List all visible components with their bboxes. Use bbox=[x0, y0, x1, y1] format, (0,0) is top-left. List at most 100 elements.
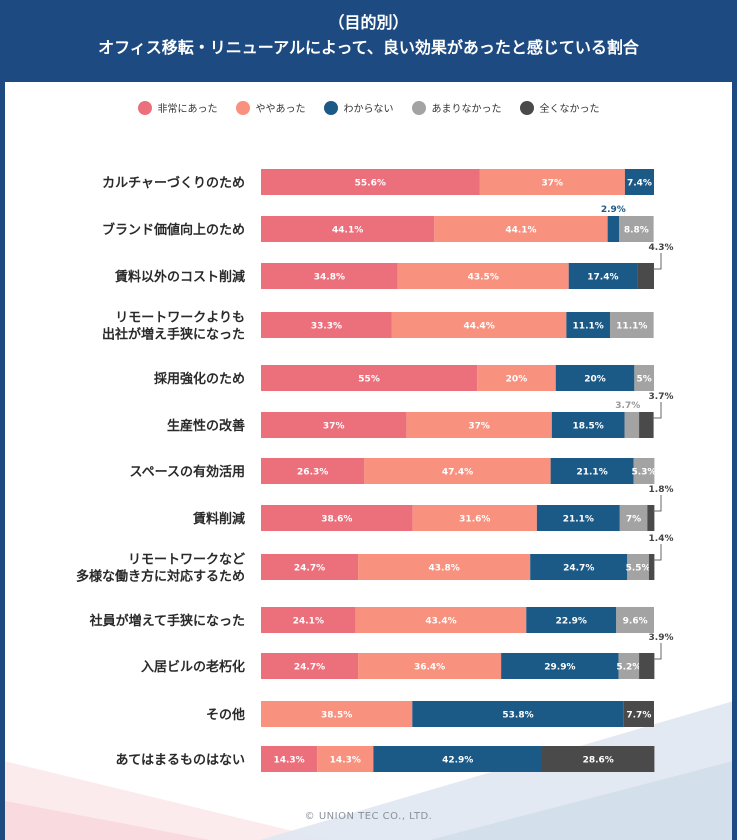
data-label: 22.9% bbox=[556, 617, 587, 627]
bar-segment bbox=[566, 312, 610, 338]
bar-segment bbox=[541, 746, 655, 772]
data-label: 1.4% bbox=[649, 534, 674, 544]
legend-item-not-much: あまりなかった bbox=[411, 100, 502, 115]
bar-segment bbox=[551, 412, 625, 438]
legend-item-very: 非常にあった bbox=[137, 100, 218, 115]
copyright-footer: © UNION TEC CO., LTD. bbox=[304, 811, 433, 822]
data-label: 14.3% bbox=[273, 756, 304, 766]
bar-segment bbox=[391, 312, 567, 338]
category-label: 入居ビルの老朽化 bbox=[141, 659, 245, 675]
data-label: 34.8% bbox=[314, 273, 345, 283]
legend-label: 全くなかった bbox=[539, 104, 600, 115]
bar-segment bbox=[477, 365, 556, 391]
data-label: 21.1% bbox=[563, 515, 594, 525]
data-label: 20% bbox=[506, 375, 528, 385]
data-label: 5.2% bbox=[616, 663, 641, 673]
leader-line bbox=[653, 253, 662, 270]
legend-label: 非常にあった bbox=[157, 104, 218, 115]
bar-segment bbox=[358, 554, 531, 580]
leader-line bbox=[652, 402, 662, 419]
category-label: カルチャーづくりのため bbox=[102, 175, 245, 191]
data-label: 3.7% bbox=[615, 401, 640, 411]
data-label: 1.8% bbox=[649, 485, 674, 495]
category-label: リモートワークよりも bbox=[115, 311, 245, 326]
data-label: 47.4% bbox=[442, 468, 473, 478]
bar-segment bbox=[412, 701, 624, 727]
bar-segment bbox=[261, 169, 480, 195]
bar-segment bbox=[261, 554, 359, 580]
chart-title-line1: （目的別） bbox=[328, 13, 409, 32]
data-label: 31.6% bbox=[459, 515, 490, 525]
bar-segment bbox=[261, 412, 407, 438]
bar-segment bbox=[317, 746, 374, 772]
data-label: 38.6% bbox=[321, 515, 352, 525]
data-label: 9.6% bbox=[623, 617, 648, 627]
data-label: 55.6% bbox=[355, 179, 386, 189]
bar-segment bbox=[397, 263, 569, 289]
bar-segment bbox=[637, 263, 654, 289]
category-label: スペースの有効活用 bbox=[130, 464, 245, 480]
bar-segment bbox=[355, 607, 527, 633]
frame-right-border bbox=[732, 0, 737, 840]
bar-segment bbox=[412, 505, 537, 531]
bar-segment bbox=[639, 653, 655, 679]
bar-segment bbox=[555, 365, 635, 391]
legend-label: ややあった bbox=[255, 104, 306, 115]
leader-line bbox=[653, 495, 662, 512]
data-label: 3.7% bbox=[649, 392, 674, 402]
chart-title-line2: オフィス移転・リニューアルによって、良い効果があったと感じている割合 bbox=[98, 38, 639, 57]
data-label: 4.3% bbox=[649, 243, 674, 253]
bar-segment bbox=[624, 169, 654, 195]
bar-segment bbox=[619, 505, 648, 531]
bar-segment bbox=[261, 458, 365, 484]
header-band bbox=[0, 0, 737, 82]
legend-swatch bbox=[411, 100, 426, 115]
category-label: リモートワークなど bbox=[128, 553, 245, 568]
bar-segment bbox=[358, 653, 502, 679]
bar-segment bbox=[618, 653, 640, 679]
legend-item-somewhat: ややあった bbox=[235, 100, 306, 115]
data-label: 24.7% bbox=[294, 564, 325, 574]
category-label: あてはまるものはない bbox=[116, 753, 245, 768]
data-label: 7.4% bbox=[627, 179, 652, 189]
data-label: 53.8% bbox=[502, 711, 533, 721]
data-label: 11.1% bbox=[573, 322, 604, 332]
data-label: 18.5% bbox=[573, 422, 604, 432]
data-label: 24.7% bbox=[294, 663, 325, 673]
bar-segment bbox=[261, 701, 413, 727]
data-label: 14.3% bbox=[330, 756, 361, 766]
leader-line bbox=[653, 544, 662, 561]
chart-title: （目的別） オフィス移転・リニューアルによって、良い効果があったと感じている割合 bbox=[0, 11, 737, 61]
data-label: 5.3% bbox=[631, 468, 656, 478]
bar-segment bbox=[634, 365, 654, 391]
data-label: 3.9% bbox=[649, 633, 674, 643]
bar-segment bbox=[609, 312, 654, 338]
bar-segment bbox=[261, 365, 478, 391]
legend-item-none: 全くなかった bbox=[519, 100, 600, 115]
bar-segment bbox=[261, 216, 435, 242]
bar-segment bbox=[501, 653, 619, 679]
bar-segment bbox=[373, 746, 542, 772]
bar-segment bbox=[616, 607, 654, 633]
data-label: 44.1% bbox=[332, 226, 363, 236]
data-label: 5% bbox=[637, 375, 652, 385]
data-label: 38.5% bbox=[321, 711, 352, 721]
legend: 非常にあった ややあった わからない あまりなかった 全くなかった bbox=[0, 100, 737, 115]
data-label: 43.5% bbox=[468, 273, 499, 283]
bar-segment bbox=[479, 169, 625, 195]
legend-swatch bbox=[235, 100, 250, 115]
data-label: 44.4% bbox=[463, 322, 494, 332]
data-label: 7.7% bbox=[626, 711, 651, 721]
bar-segment bbox=[648, 554, 655, 580]
legend-swatch bbox=[519, 100, 534, 115]
bar-segment bbox=[406, 412, 552, 438]
bar-segment bbox=[261, 607, 356, 633]
category-label: 生産性の改善 bbox=[167, 418, 245, 434]
bar-segment bbox=[627, 554, 649, 580]
legend-label: わからない bbox=[343, 104, 394, 115]
data-label: 24.7% bbox=[563, 564, 594, 574]
legend-swatch bbox=[137, 100, 152, 115]
bar-segment bbox=[633, 458, 655, 484]
